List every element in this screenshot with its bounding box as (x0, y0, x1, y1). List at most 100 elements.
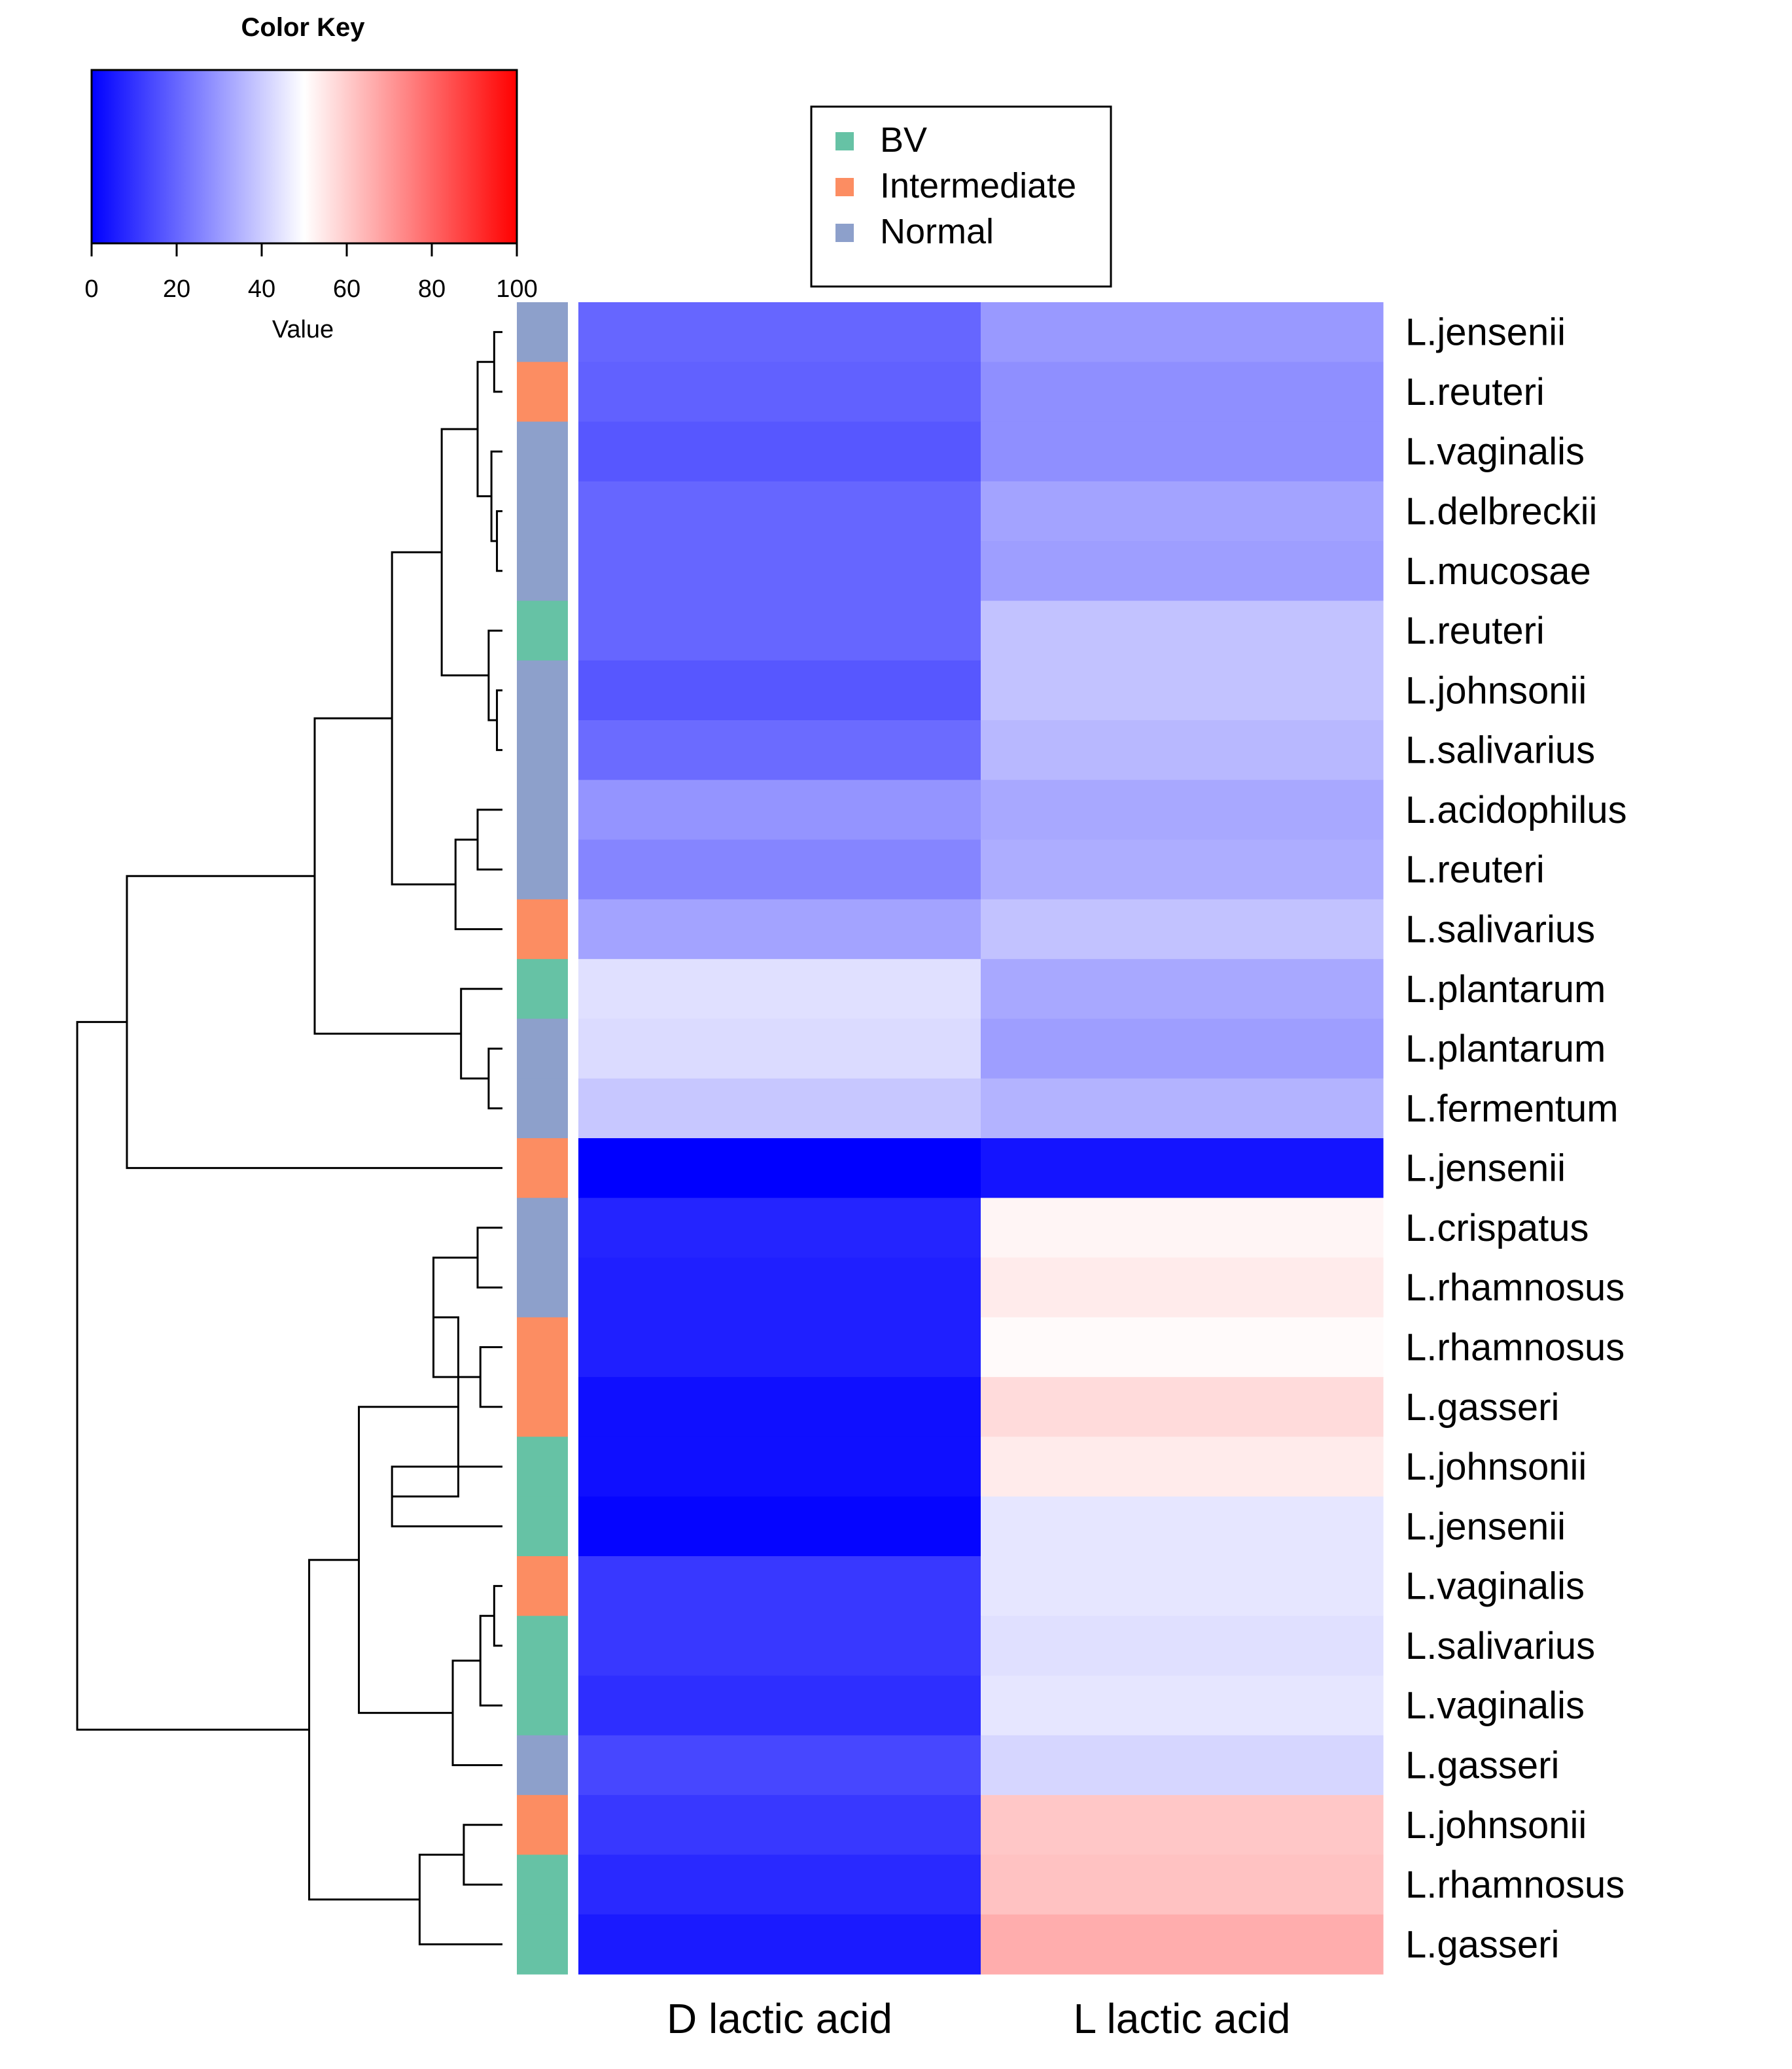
heatmap-cell (578, 1436, 981, 1497)
side-color-normal (517, 1018, 568, 1079)
side-color-normal (517, 839, 568, 900)
color-key: Color Key 0 20 40 60 80 100 Value (84, 13, 537, 343)
row-label: L.salivarius (1405, 909, 1595, 951)
side-color-normal (517, 1257, 568, 1318)
color-key-tick-label: 80 (418, 275, 446, 303)
row-label: L.gasseri (1405, 1923, 1559, 1966)
row-dendrogram (76, 331, 502, 1945)
heatmap-cell (981, 959, 1384, 1019)
heatmap-cell (578, 1018, 981, 1079)
side-color-bv (517, 1616, 568, 1677)
row-label: L.johnsonii (1405, 669, 1587, 712)
heatmap-cell (981, 600, 1384, 661)
heatmap-cell (981, 1496, 1384, 1557)
side-color-intermediate (517, 1138, 568, 1198)
heatmap-cell (981, 1735, 1384, 1796)
dendrogram-branch (493, 331, 502, 393)
row-label: L.mucosae (1405, 550, 1591, 593)
dendrogram-branch (496, 510, 502, 572)
legend-swatch-normal (835, 224, 854, 242)
heatmap-cell (981, 780, 1384, 841)
heatmap-cell (578, 1317, 981, 1378)
row-label: L.crispatus (1405, 1207, 1589, 1249)
row-label: L.johnsonii (1405, 1804, 1587, 1847)
side-color-normal (517, 720, 568, 780)
heatmap-cell (981, 362, 1384, 423)
heatmap-cell (578, 959, 981, 1019)
dendrogram-branch (493, 1585, 502, 1647)
row-label: L.reuteri (1405, 848, 1545, 891)
heatmap-cell (981, 1377, 1384, 1437)
side-color-bv (517, 1854, 568, 1915)
side-color-normal (517, 302, 568, 362)
heatmap-cell (981, 1854, 1384, 1915)
heatmap-cell (981, 1138, 1384, 1198)
dendrogram-branch (487, 629, 502, 722)
side-color-intermediate (517, 1556, 568, 1616)
heatmap-cell (578, 899, 981, 960)
dendrogram-branch (487, 1047, 502, 1109)
row-label: L.reuteri (1405, 371, 1545, 413)
heatmap-cell (981, 1078, 1384, 1139)
color-key-tick-label: 40 (248, 275, 275, 303)
legend-label-intermediate: Intermediate (880, 166, 1076, 205)
heatmap-cell (578, 1795, 981, 1855)
color-key-tick-label: 20 (163, 275, 190, 303)
heatmap-cell (578, 1556, 981, 1616)
row-label: L.jensenii (1405, 1505, 1566, 1548)
side-color-intermediate (517, 1795, 568, 1855)
side-color-intermediate (517, 362, 568, 423)
heatmap-cell (578, 481, 981, 542)
dendrogram-branch (479, 1614, 502, 1707)
dendrogram-branch (460, 988, 502, 1080)
color-key-tick-label: 0 (84, 275, 98, 303)
row-label: L.vaginalis (1405, 430, 1585, 473)
side-color-bv (517, 1436, 568, 1497)
row-label: L.reuteri (1405, 610, 1545, 652)
legend-swatch-intermediate (835, 178, 854, 196)
row-label: L.salivarius (1405, 729, 1595, 772)
heatmap-cell (578, 660, 981, 721)
heatmap-cell (981, 541, 1384, 601)
heatmap-cells (578, 302, 1384, 1975)
row-label: L.gasseri (1405, 1745, 1559, 1787)
dendrogram-branch (451, 1660, 502, 1766)
dendrogram-branch (391, 551, 456, 886)
heatmap-cell (981, 481, 1384, 542)
side-color-normal (517, 1078, 568, 1139)
heatmap-cell (578, 1377, 981, 1437)
dendrogram-branch (308, 1559, 420, 1901)
side-color-normal (517, 1735, 568, 1796)
heatmap-cell (981, 899, 1384, 960)
dendrogram-branch (440, 428, 489, 677)
heatmap-cell (981, 1198, 1384, 1259)
color-key-xlabel: Value (272, 316, 334, 343)
heatmap-cell (578, 1138, 981, 1198)
row-label: L.vaginalis (1405, 1565, 1585, 1608)
legend-label-normal: Normal (880, 212, 994, 251)
side-color-intermediate (517, 1377, 568, 1437)
heatmap-cell (578, 780, 981, 841)
row-label: L.jensenii (1405, 1147, 1566, 1190)
group-legend: BV Intermediate Normal (810, 105, 1112, 288)
heatmap-cell (578, 1078, 981, 1139)
heatmap-cell (578, 1616, 981, 1677)
heatmap-cell (578, 541, 981, 601)
heatmap-cell (578, 1735, 981, 1796)
color-key-title: Color Key (241, 13, 366, 42)
heatmap-cell (578, 302, 981, 362)
dendrogram-branch (76, 1020, 309, 1731)
side-color-normal (517, 481, 568, 542)
heatmap-cell (981, 1317, 1384, 1378)
heatmap-cell (981, 302, 1384, 362)
row-label: L.rhamnosus (1405, 1864, 1625, 1906)
side-color-normal (517, 780, 568, 841)
heatmap-cell (981, 660, 1384, 721)
dendrogram-branch (476, 808, 502, 871)
heatmap-cell (981, 1436, 1384, 1497)
row-label: L.acidophilus (1405, 789, 1627, 831)
heatmap-cell (578, 720, 981, 780)
color-key-gradient (90, 69, 518, 245)
heatmap-cell (578, 839, 981, 900)
